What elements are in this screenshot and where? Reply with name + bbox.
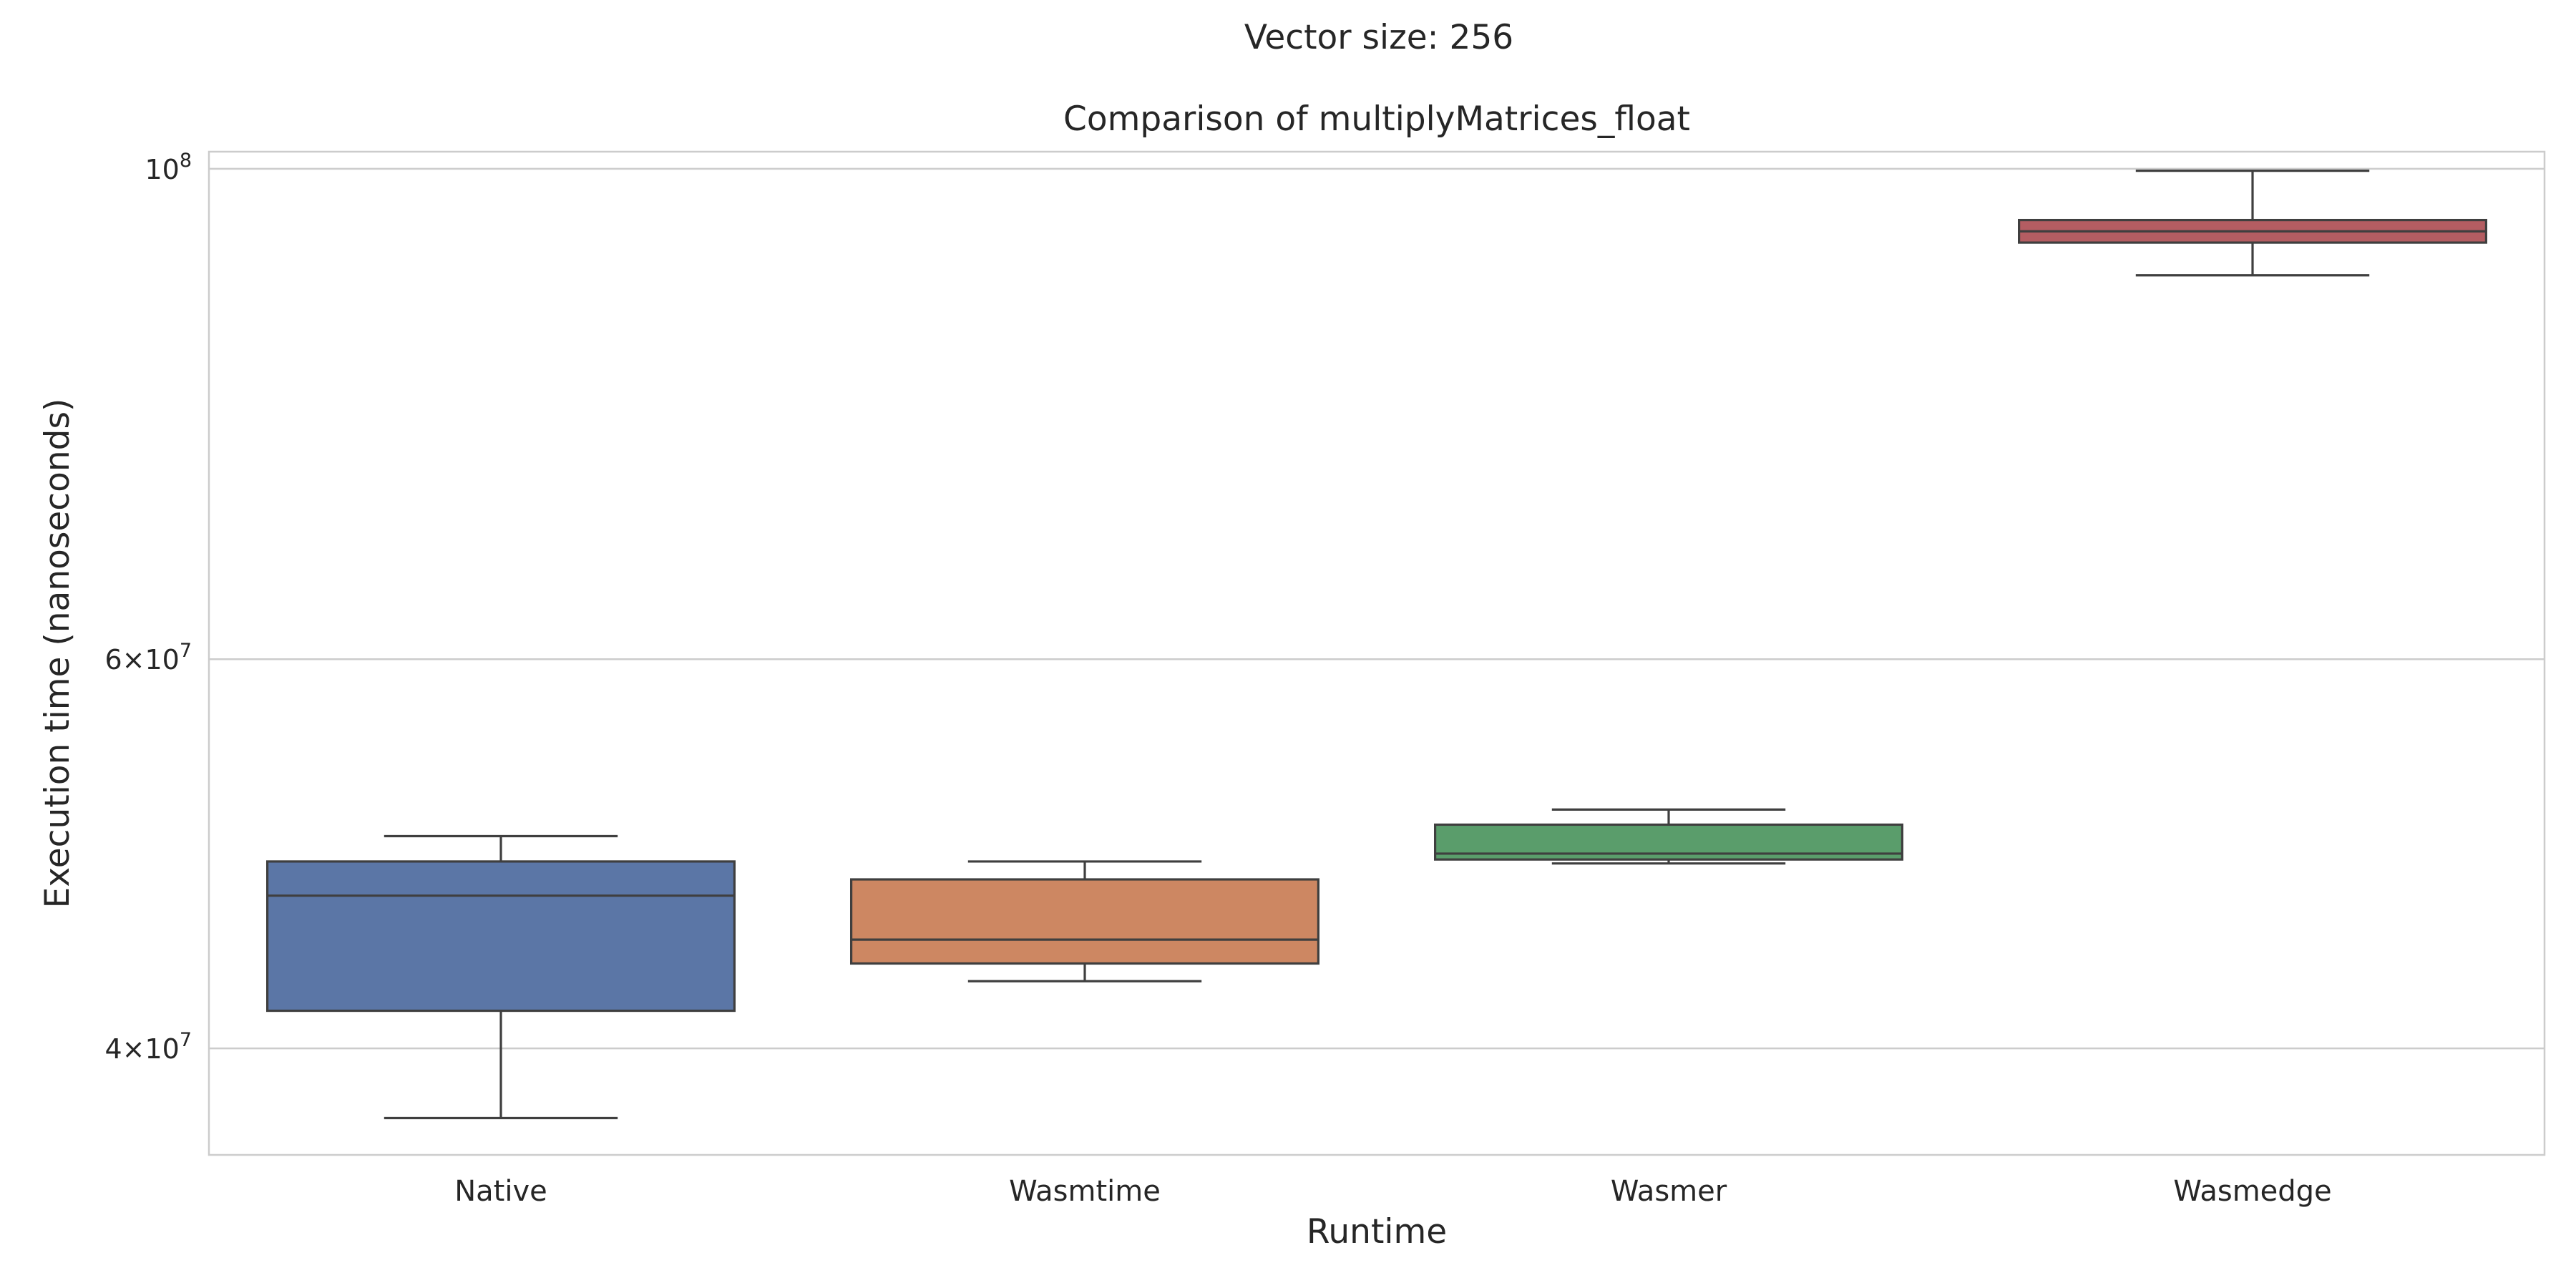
x-tick-label: Wasmedge [2173, 1175, 2331, 1208]
x-tick-label: Wasmer [1611, 1175, 1727, 1208]
box-native [266, 834, 736, 1120]
boxes [266, 170, 2488, 1120]
box-wasmer [1433, 808, 1903, 865]
figure-suptitle: Vector size: 256 [1244, 18, 1513, 57]
x-tick-label: Wasmtime [1009, 1175, 1161, 1208]
box-wasmedge [2018, 170, 2488, 277]
chart-title: Comparison of multiplyMatrices_float [1063, 99, 1690, 139]
y-tick-label: 6×107 [104, 640, 192, 675]
y-axis-label: Execution time (nanoseconds) [38, 399, 77, 909]
box-wasmtime [849, 860, 1319, 982]
x-tick-label: Native [454, 1175, 547, 1208]
plot-area-frame [208, 150, 2546, 1156]
y-tick-label: 4×107 [104, 1029, 192, 1065]
y-tick-label: 108 [145, 150, 192, 185]
x-axis-label: Runtime [1307, 1212, 1447, 1252]
y-tick-labels: 4×107 6×107 108 [104, 150, 192, 1065]
x-tick-labels: Native Wasmtime Wasmer Wasmedge [454, 1175, 2331, 1208]
gridlines [209, 167, 2545, 1050]
iqr-box [266, 860, 736, 1013]
iqr-box [849, 878, 1319, 965]
